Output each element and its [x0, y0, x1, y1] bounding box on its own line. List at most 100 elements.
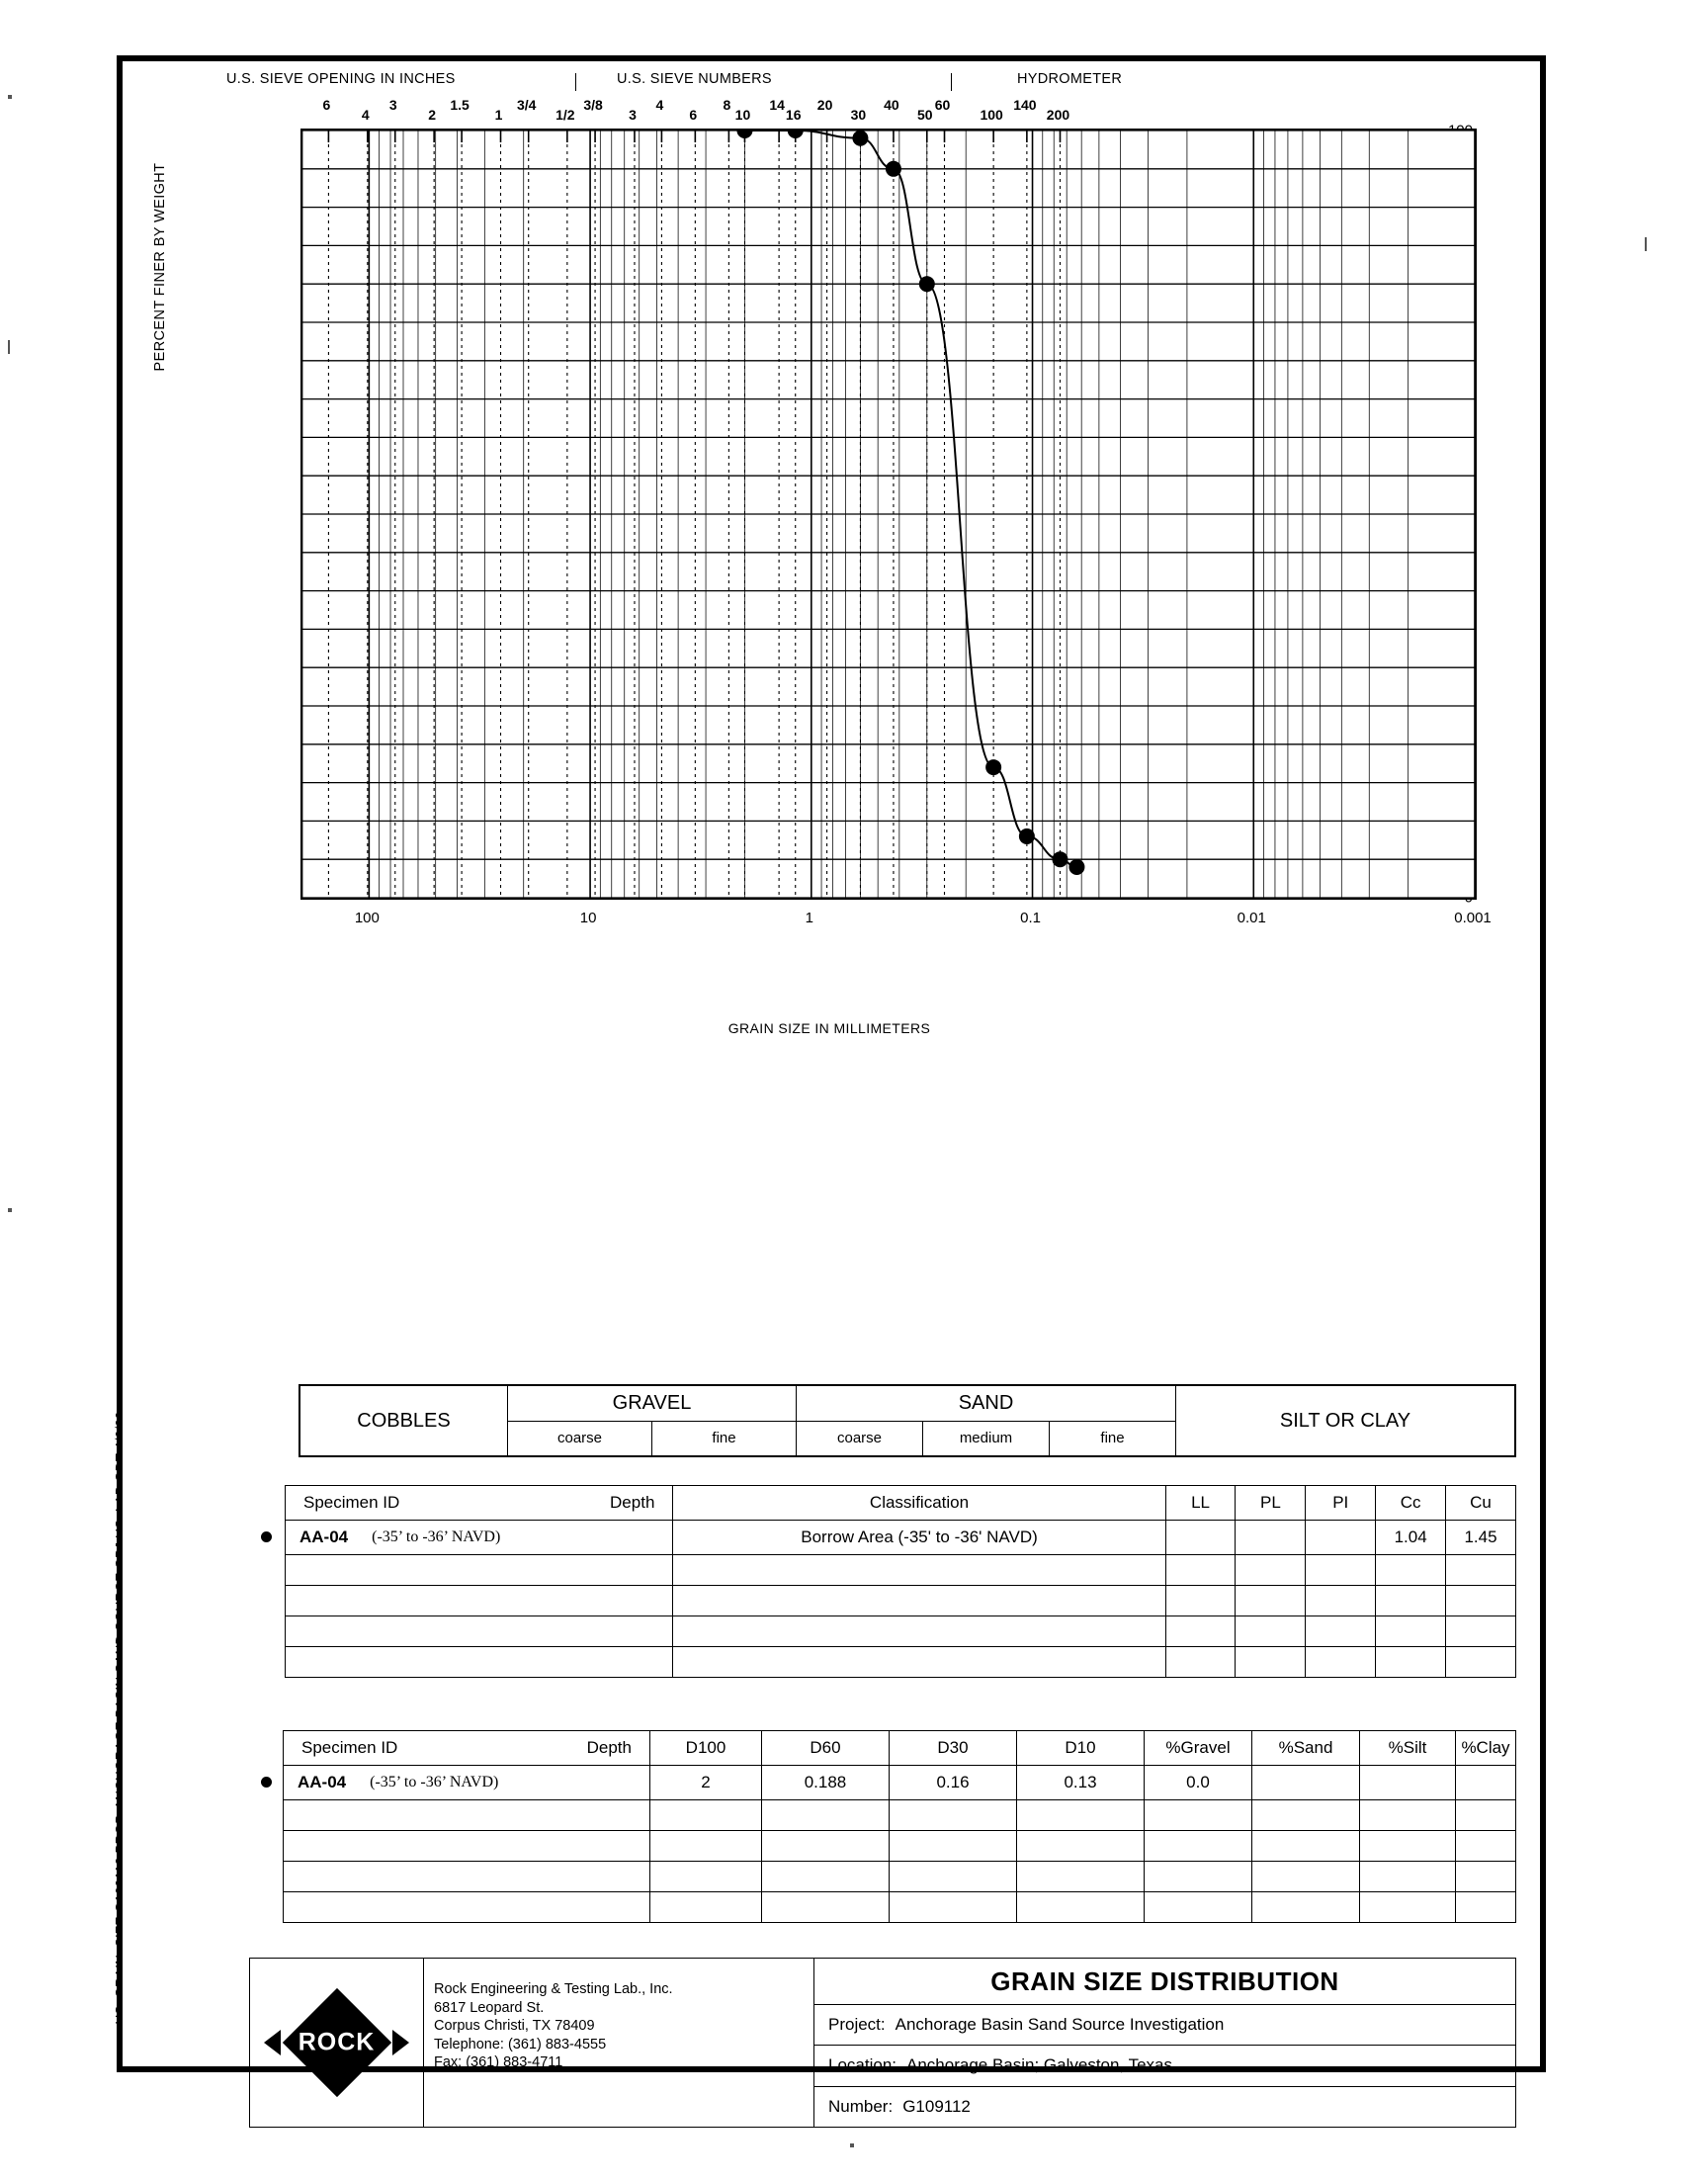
silt-or-clay-label: SILT OR CLAY: [1279, 1409, 1411, 1432]
number-label: Number:: [828, 2096, 894, 2116]
empty-cell: [1164, 1615, 1237, 1647]
registration-mark-right: [1645, 237, 1647, 251]
ll-value: [1164, 1520, 1237, 1555]
empty-cell: [761, 1830, 890, 1862]
pct-clay-value: [1455, 1765, 1516, 1800]
sieve-tick-label-50: 50: [916, 107, 933, 123]
sand-cell: SAND coarse medium fine: [797, 1386, 1176, 1455]
sand-fine-label: fine: [1100, 1430, 1125, 1447]
sieve-tick-label-140: 140: [1013, 97, 1037, 113]
project-value: Anchorage Basin Sand Source Investigatio…: [895, 2015, 1225, 2035]
sieve-tick-label-1.5: 1.5: [450, 97, 470, 113]
specimen-depth-header: Specimen ID Depth: [283, 1730, 650, 1766]
gradation-table-head: Specimen ID Depth D100 D60 D30 D10 %Grav…: [249, 1730, 1516, 1766]
cobbles-label: COBBLES: [357, 1409, 451, 1432]
sieve-tick-label-4: 4: [655, 97, 664, 113]
number-value: G109112: [902, 2096, 971, 2116]
x-tick-0.001: 0.001: [1454, 910, 1492, 926]
x-tick-1: 1: [805, 910, 813, 926]
empty-cell: [1359, 1799, 1456, 1831]
d10-header: D10: [1016, 1730, 1145, 1766]
sieve-numbers-header: U.S. SIEVE NUMBERS: [617, 71, 772, 87]
sieve-tick-label-60: 60: [934, 97, 951, 113]
specimen-depth-cell: AA-04 (-35’ to -36’ NAVD): [284, 1520, 674, 1555]
classification-table-head: Specimen ID Depth Classification LL PL P…: [249, 1485, 1516, 1521]
empty-cell: [283, 1891, 650, 1923]
empty-cell: [1235, 1585, 1307, 1616]
registration-mark-left-2: [8, 340, 10, 354]
specimen-id-value: AA-04: [299, 1528, 349, 1546]
empty-cell: [672, 1646, 1166, 1678]
empty-cell: [283, 1830, 650, 1862]
plot-area: [300, 129, 1477, 900]
company-address: Rock Engineering & Testing Lab., Inc. 68…: [424, 1959, 813, 2127]
number-row: Number: G109112: [814, 2087, 1515, 2127]
table-row-empty: [249, 1554, 1516, 1586]
empty-cell: [889, 1861, 1017, 1892]
location-row: Location: Anchorage Basin; Galveston, Te…: [814, 2046, 1515, 2087]
sieve-tick-label-16: 16: [785, 107, 802, 123]
empty-cell: [283, 1799, 650, 1831]
logo-text: ROCK: [298, 2028, 376, 2056]
ll-header: LL: [1164, 1485, 1237, 1521]
empty-cell: [1251, 1891, 1360, 1923]
empty-cell: [1016, 1891, 1145, 1923]
plot-header-band: U.S. SIEVE OPENING IN INCHES U.S. SIEVE …: [123, 71, 1540, 95]
sieve-tick-label-3-8: 3/8: [583, 97, 603, 113]
sieve-tick-label-2: 2: [428, 107, 437, 123]
specimen-id-header: Specimen ID: [301, 1738, 398, 1757]
location-label: Location:: [828, 2055, 897, 2075]
d100-header: D100: [649, 1730, 762, 1766]
table-row-empty: [249, 1799, 1516, 1831]
sieve-tick-label-6: 6: [689, 107, 698, 123]
empty-cell: [1251, 1861, 1360, 1892]
empty-cell: [1305, 1585, 1377, 1616]
empty-cell: [1359, 1830, 1456, 1862]
empty-cell: [1445, 1615, 1516, 1647]
empty-cell: [1375, 1585, 1447, 1616]
specimen-marker: [249, 1521, 285, 1555]
grain-size-plot: PERCENT FINER BY WEIGHT 0510152025303540…: [152, 123, 1492, 1037]
empty-cell: [1455, 1830, 1516, 1862]
empty-cell: [1305, 1646, 1377, 1678]
cu-value: 1.45: [1445, 1520, 1516, 1555]
empty-cell: [1144, 1891, 1252, 1923]
empty-cell: [284, 1554, 674, 1586]
spacer: [249, 1892, 284, 1923]
logo-right-arrow-icon: [392, 2030, 409, 2055]
sieve-tick-label-1: 1: [494, 107, 503, 123]
empty-cell: [1164, 1554, 1237, 1586]
empty-cell: [1455, 1799, 1516, 1831]
table-header-row: Specimen ID Depth D100 D60 D30 D10 %Grav…: [249, 1730, 1516, 1766]
x-tick-0.01: 0.01: [1237, 910, 1266, 926]
empty-cell: [1375, 1554, 1447, 1586]
empty-cell: [1235, 1646, 1307, 1678]
sand-label: SAND: [958, 1391, 1014, 1414]
empty-cell: [1375, 1646, 1447, 1678]
empty-cell: [1375, 1615, 1447, 1647]
empty-cell: [649, 1799, 762, 1831]
sieve-tick-label-6: 6: [322, 97, 331, 113]
depth-value: (-35’ to -36’ NAVD): [370, 1774, 499, 1790]
specimen-dot-icon: [261, 1531, 273, 1543]
specimen-dot-icon: [260, 1777, 272, 1789]
sieve-tick-label-10: 10: [734, 107, 751, 123]
empty-cell: [649, 1830, 762, 1862]
empty-cell: [889, 1830, 1017, 1862]
empty-cell: [672, 1585, 1166, 1616]
sieve-tick-label-4: 4: [361, 107, 370, 123]
location-value: Anchorage Basin; Galveston, Texas: [906, 2055, 1173, 2075]
empty-cell: [761, 1891, 890, 1923]
pct-clay-header: %Clay: [1455, 1730, 1516, 1766]
empty-cell: [889, 1799, 1017, 1831]
sand-medium-label: medium: [923, 1421, 1050, 1455]
project-label: Project:: [828, 2015, 886, 2035]
spacer: [249, 1647, 285, 1678]
x-tick-100: 100: [354, 910, 380, 926]
specimen-depth-header: Specimen ID Depth: [284, 1485, 674, 1521]
specimen-depth-cell: AA-04 (-35’ to -36’ NAVD): [283, 1765, 650, 1800]
empty-cell: [1235, 1615, 1307, 1647]
gravel-coarse-label: coarse: [508, 1421, 652, 1455]
sieve-opening-header: U.S. SIEVE OPENING IN INCHES: [226, 71, 456, 87]
classification-table: Specimen ID Depth Classification LL PL P…: [249, 1485, 1516, 1678]
